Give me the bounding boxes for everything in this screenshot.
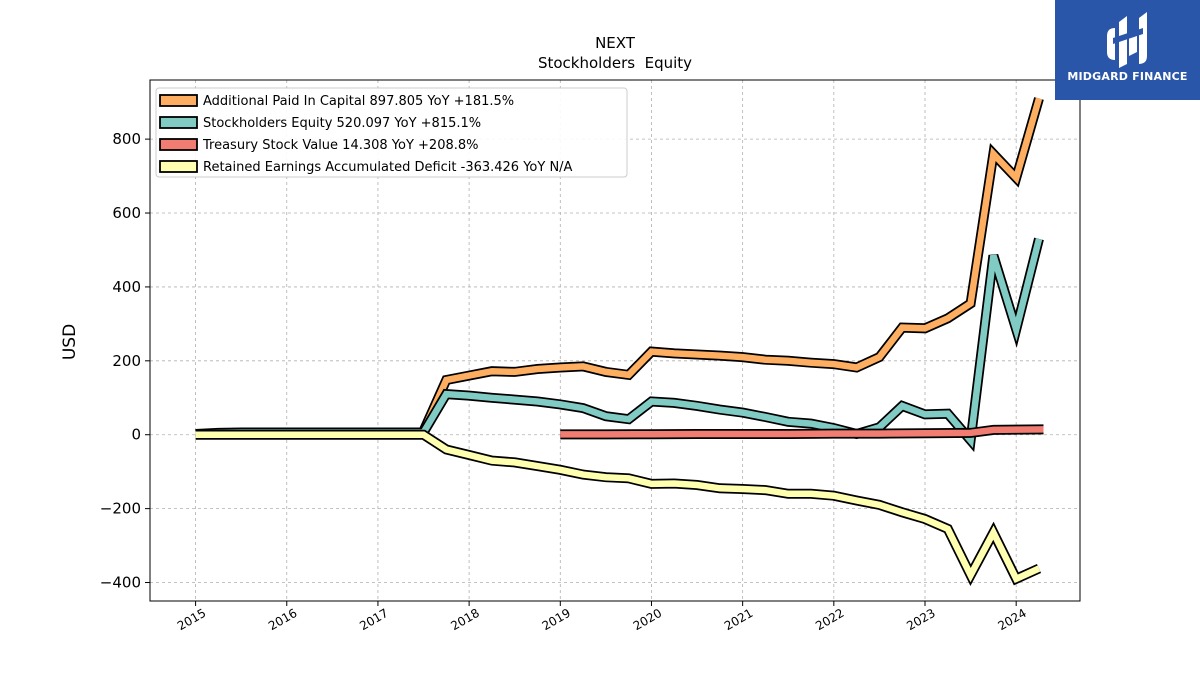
logo-mark-icon [1107, 12, 1147, 68]
y-tick-label: −400 [100, 574, 141, 592]
x-tick-label: 2024 [995, 606, 1028, 633]
legend-swatch [159, 160, 198, 173]
x-tick-label: 2020 [631, 606, 664, 633]
y-tick-label: 800 [112, 130, 141, 148]
y-tick-label: 0 [131, 426, 141, 444]
y-tick-label: 400 [112, 278, 141, 296]
legend-swatch [159, 116, 198, 129]
x-tick-label: 2023 [904, 606, 937, 633]
legend-label: Retained Earnings Accumulated Deficit -3… [203, 160, 573, 175]
legend-label: Additional Paid In Capital 897.805 YoY +… [203, 94, 514, 109]
brand-name: MIDGARD FINANCE [1067, 70, 1188, 83]
x-ticks: 2015 2016 2017 2018 2019 2020 2021 2022 2023 2024 [175, 601, 1029, 633]
y-tick-label: 600 [112, 204, 141, 222]
series-line [195, 238, 1043, 449]
x-tick-label: 2021 [722, 606, 755, 633]
y-axis-label: USD [60, 324, 80, 360]
series-line [420, 97, 1043, 433]
chart-title: NEXT [595, 34, 636, 52]
brand-logo: MIDGARD FINANCE [1055, 0, 1200, 100]
series-line-outline [195, 429, 1042, 587]
x-tick-label: 2017 [357, 606, 390, 633]
legend-label: Treasury Stock Value 14.308 YoY +208.8% [202, 138, 479, 153]
y-tick-label: 200 [112, 352, 141, 370]
y-tick-label: −200 [100, 500, 141, 518]
series-layer [195, 97, 1044, 587]
legend: Additional Paid In Capital 897.805 YoY +… [155, 87, 628, 178]
legend-box [155, 87, 628, 178]
chart-subtitle: Stockholders Equity [538, 54, 692, 72]
y-ticks: −400 −200 0 200 400 600 800 [100, 130, 150, 592]
x-tick-label: 2015 [175, 606, 208, 633]
series-line [560, 426, 1044, 438]
x-tick-label: 2016 [266, 606, 299, 633]
plot-frame [149, 79, 1081, 602]
x-tick-label: 2022 [813, 606, 846, 633]
x-tick-label: 2019 [540, 606, 573, 633]
legend-label: Stockholders Equity 520.097 YoY +815.1% [203, 116, 481, 131]
series-line [195, 431, 1041, 584]
legend-swatch [159, 94, 198, 107]
x-tick-label: 2018 [448, 606, 481, 633]
legend-swatch [159, 138, 198, 151]
